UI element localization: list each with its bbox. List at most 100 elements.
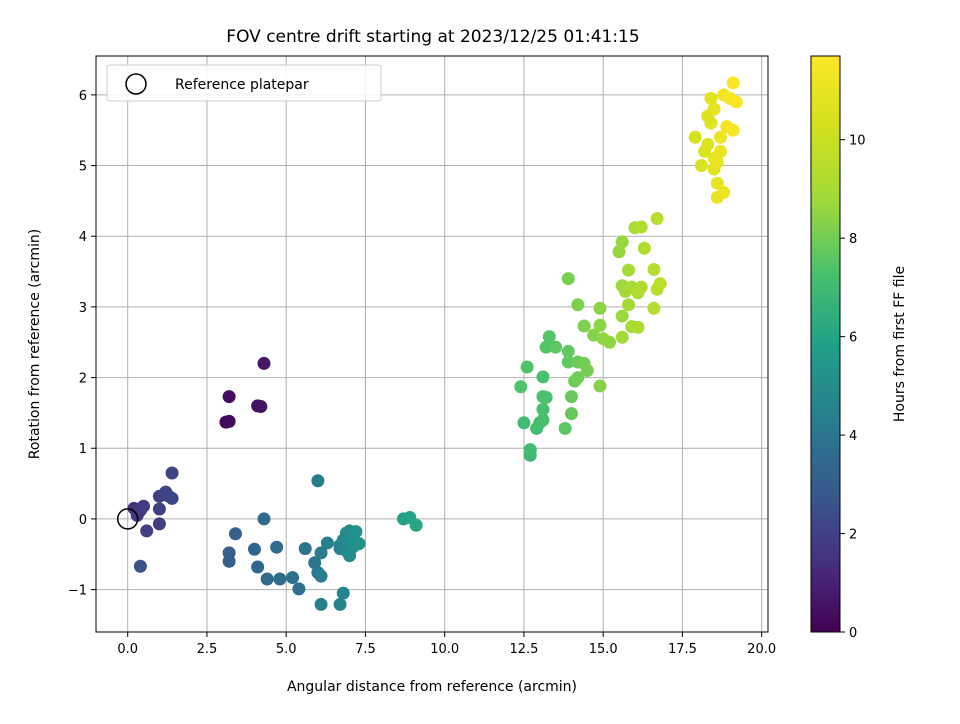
data-point — [273, 572, 287, 586]
data-point — [701, 137, 715, 151]
colorbar-tick-label: 0 — [849, 626, 857, 641]
data-point — [713, 130, 727, 144]
colorbar-label: Hours from first FF file — [892, 266, 908, 422]
data-point — [647, 301, 661, 315]
data-point — [631, 320, 645, 334]
data-point — [726, 76, 740, 90]
data-point — [314, 546, 328, 560]
y-tick-label: 2 — [79, 372, 87, 387]
data-point — [140, 524, 154, 538]
data-point — [333, 597, 347, 611]
y-axis-ticks: −1 0 1 2 3 4 5 6 — [68, 89, 96, 599]
data-point — [707, 102, 721, 116]
data-point — [251, 560, 265, 574]
data-point — [286, 571, 300, 585]
data-point — [549, 340, 563, 354]
data-point — [165, 491, 179, 505]
data-point — [152, 502, 166, 516]
data-point — [561, 344, 575, 358]
x-tick-label: 20.0 — [747, 642, 776, 657]
data-point — [257, 512, 271, 526]
plot-background — [96, 56, 768, 632]
data-point — [634, 220, 648, 234]
data-point — [704, 116, 718, 130]
data-point — [257, 356, 271, 370]
data-point — [520, 360, 534, 374]
data-point — [308, 556, 322, 570]
data-point — [311, 474, 325, 488]
data-point — [688, 130, 702, 144]
x-tick-label: 17.5 — [668, 642, 697, 657]
data-point — [247, 542, 261, 556]
data-point — [517, 416, 531, 430]
data-point — [558, 421, 572, 435]
y-tick-label: 3 — [79, 301, 87, 316]
y-tick-label: −1 — [68, 584, 87, 599]
data-point — [542, 330, 556, 344]
data-point — [710, 155, 724, 169]
chart-title: FOV centre drift starting at 2023/12/25 … — [226, 27, 639, 47]
data-point — [564, 390, 578, 404]
data-point — [713, 144, 727, 158]
data-point — [704, 91, 718, 105]
colorbar-tick-label: 6 — [849, 331, 857, 346]
legend: Reference platepar — [106, 64, 382, 102]
data-point — [314, 569, 328, 583]
y-tick-label: 6 — [79, 89, 87, 104]
colorbar-tick-label: 4 — [849, 429, 857, 444]
x-axis-label: Angular distance from reference (arcmin) — [287, 679, 577, 695]
data-point — [615, 330, 629, 344]
data-point — [571, 371, 585, 385]
data-point — [539, 340, 553, 354]
data-point — [593, 318, 607, 332]
x-tick-label: 15.0 — [589, 642, 618, 657]
x-tick-label: 5.0 — [276, 642, 297, 657]
data-point — [612, 245, 626, 259]
data-point — [523, 443, 537, 457]
data-point — [514, 380, 528, 394]
data-point — [222, 390, 236, 404]
reference-marker-layer — [116, 508, 139, 530]
y-tick-label: 4 — [79, 230, 87, 245]
legend-box — [106, 64, 382, 102]
data-point — [647, 262, 661, 276]
data-point — [336, 586, 350, 600]
data-point — [260, 572, 274, 586]
plot-frame — [95, 55, 769, 633]
x-axis-ticks: 0.0 2.5 5.0 7.5 10.0 12.5 15.0 17.5 20.0 — [117, 632, 776, 657]
data-point — [254, 400, 268, 414]
data-point — [222, 414, 236, 428]
x-tick-label: 10.0 — [430, 642, 459, 657]
y-tick-label: 1 — [79, 442, 87, 457]
x-tick-label: 12.5 — [509, 642, 538, 657]
colorbar-ticks: 0 2 4 6 8 10 — [840, 134, 866, 641]
data-point — [580, 364, 594, 378]
data-point — [536, 413, 550, 427]
x-tick-label: 2.5 — [197, 642, 218, 657]
data-point — [292, 582, 306, 596]
data-point — [270, 540, 284, 554]
data-point — [694, 159, 708, 173]
data-point — [222, 554, 236, 568]
data-point — [634, 280, 648, 294]
data-point — [152, 517, 166, 531]
data-point — [650, 212, 664, 226]
data-point — [165, 466, 179, 480]
data-point — [561, 272, 575, 286]
data-point — [710, 176, 724, 190]
data-point — [622, 263, 636, 277]
reference-platepar-marker — [116, 508, 139, 530]
y-axis-label: Rotation from reference (arcmin) — [27, 229, 43, 459]
legend-entry-label: Reference platepar — [175, 77, 309, 93]
data-point — [409, 518, 423, 532]
colorbar-tick-label: 8 — [849, 232, 857, 247]
data-point — [314, 597, 328, 611]
data-point — [536, 402, 550, 416]
data-point — [298, 542, 312, 556]
data-point — [349, 525, 363, 539]
data-point — [137, 499, 151, 513]
data-point — [564, 407, 578, 421]
data-point — [536, 370, 550, 384]
data-point — [320, 536, 334, 550]
colorbar — [810, 55, 841, 633]
